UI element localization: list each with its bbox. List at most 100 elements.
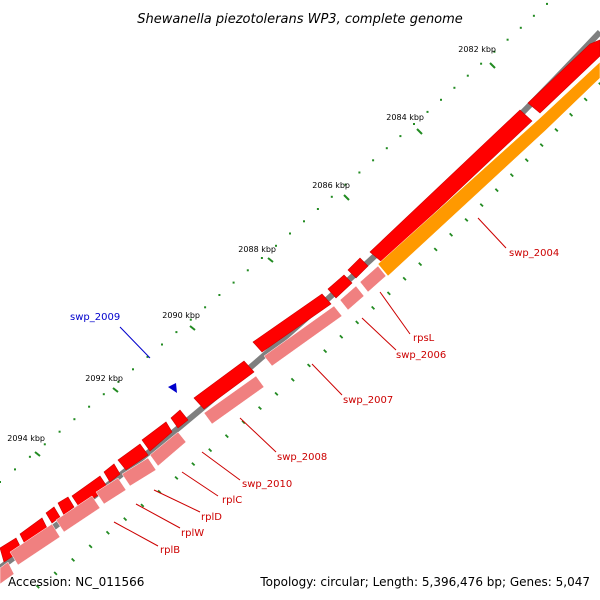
gene-arrow-rplC: [141, 421, 173, 452]
pink-feature-swp-2008: [203, 375, 265, 425]
leader-swp-2009: [119, 326, 151, 359]
gene-arrow-swp-2008: [193, 360, 255, 410]
tick-label-2088: 2088 kbp: [238, 245, 276, 254]
pink-feature-rplD: [121, 457, 157, 487]
inner-tick-dash: [339, 334, 344, 339]
minor-tick-dot: [453, 86, 456, 89]
minor-tick-dot: [102, 393, 105, 396]
tick-labels: 2082 kbp 2084 kbp 2086 kbp 2088 kbp 2090…: [7, 45, 496, 443]
minor-tick-dot: [43, 443, 46, 446]
minor-tick-dot: [466, 74, 469, 77]
gene-label-rplB: rplB: [160, 545, 180, 556]
tick-label-2086: 2086 kbp: [312, 181, 350, 190]
pink-feature-rpsL: [359, 265, 387, 293]
leader-rplB: [113, 521, 159, 547]
label-leader-lines: [113, 217, 507, 547]
gene-arrow-swp-2010: [170, 409, 189, 429]
inner-tick-dash: [355, 320, 360, 325]
inner-tick-dash: [479, 203, 484, 208]
inner-tick-dash: [402, 276, 407, 281]
inner-tick-dash: [598, 82, 600, 86]
minor-tick-dot: [58, 430, 61, 433]
tick-mark-2092: [112, 387, 119, 393]
inner-tick-dash: [464, 217, 469, 222]
inner-tick-dash: [105, 530, 110, 535]
gene-label-rplC: rplC: [222, 495, 242, 506]
gene-arrow-swp-2007: [252, 293, 332, 353]
gene-label-rplD: rplD: [201, 512, 222, 523]
tick-label-2090: 2090 kbp: [162, 311, 200, 320]
minor-tick-dot: [28, 455, 31, 458]
inner-tick-dash: [433, 247, 438, 252]
inner-tick-dash: [306, 363, 311, 368]
minor-tick-dot: [260, 257, 263, 259]
minor-tick-dot: [330, 195, 333, 198]
minor-tick-dot: [519, 26, 522, 29]
inner-tick-dash: [569, 112, 574, 117]
leader-rplW: [135, 503, 181, 529]
minor-tick-dot: [289, 232, 291, 235]
minor-tick-ring: [0, 2, 548, 483]
leader-swp-2010: [201, 451, 241, 481]
inner-tick-ring: [35, 82, 600, 589]
gene-label-swp-2007: swp_2007: [343, 395, 393, 406]
pink-feature-2020: [9, 523, 61, 566]
inner-tick-dash: [418, 262, 423, 267]
inner-tick-dash: [583, 97, 588, 102]
leader-swp-2004: [477, 217, 507, 249]
minor-tick-dot: [275, 244, 277, 247]
gene-arrow-rplB3: [45, 506, 61, 524]
inner-tick-dash: [123, 517, 128, 522]
inner-tick-dash: [71, 557, 76, 562]
minor-tick-dot: [399, 135, 402, 138]
minor-tick-dot: [316, 208, 319, 210]
minor-tick-dot: [189, 318, 192, 321]
tick-mark-2082: [489, 62, 496, 69]
minor-tick-dot: [117, 380, 120, 383]
minor-tick-dot: [532, 14, 535, 17]
gene-labels: swp_2004 rpsL swp_2006 swp_2007 swp_2008…: [70, 248, 559, 556]
minor-tick-dot: [413, 123, 415, 125]
pink-feature-rplB: [55, 495, 101, 533]
minor-tick-dot: [88, 405, 91, 408]
inner-tick-dash: [524, 158, 529, 163]
tick-mark-2094: [34, 451, 41, 457]
orange-feature-swp-2004: [377, 61, 600, 277]
minor-tick-dot: [246, 269, 249, 272]
minor-tick-dot: [480, 62, 483, 65]
minor-tick-dot: [385, 147, 388, 150]
gene-arrow-swp-2006: [327, 274, 353, 299]
minor-tick-dot: [204, 306, 207, 309]
minor-tick-dot: [506, 38, 509, 41]
inner-tick-dash: [554, 127, 559, 132]
pink-feature-rplC: [149, 431, 187, 467]
minor-tick-dot: [440, 98, 442, 101]
gene-arrow-rplB2: [57, 496, 75, 516]
minor-tick-dot: [546, 2, 548, 5]
minor-tick-dot: [426, 110, 429, 113]
minor-tick-dot: [175, 331, 178, 334]
minor-tick-dot: [0, 481, 1, 483]
gene-label-swp-2010: swp_2010: [242, 479, 292, 490]
minor-tick-dot: [14, 468, 16, 471]
pink-feature-rplW: [95, 477, 127, 505]
tick-label-2082: 2082 kbp: [458, 45, 496, 54]
minor-tick-dot: [132, 368, 134, 371]
inner-tick-dash: [386, 291, 391, 296]
inner-tick-dash: [191, 462, 196, 467]
feature-track: [0, 61, 600, 585]
pink-feature-swp-2006: [339, 285, 365, 311]
inner-tick-dash: [241, 420, 246, 425]
pink-feature-2021: [0, 561, 15, 585]
gene-label-rpsL: rpsL: [413, 333, 435, 344]
minor-tick-dot: [493, 50, 496, 53]
minor-tick-dot: [218, 294, 221, 296]
tick-label-2084: 2084 kbp: [386, 113, 424, 122]
tick-mark-2086: [343, 194, 350, 201]
minor-tick-dot: [303, 220, 305, 223]
cds-track: [0, 39, 600, 563]
tick-label-2094: 2094 kbp: [7, 434, 45, 443]
inner-tick-dash: [53, 571, 58, 576]
tick-mark-2084: [416, 128, 423, 135]
